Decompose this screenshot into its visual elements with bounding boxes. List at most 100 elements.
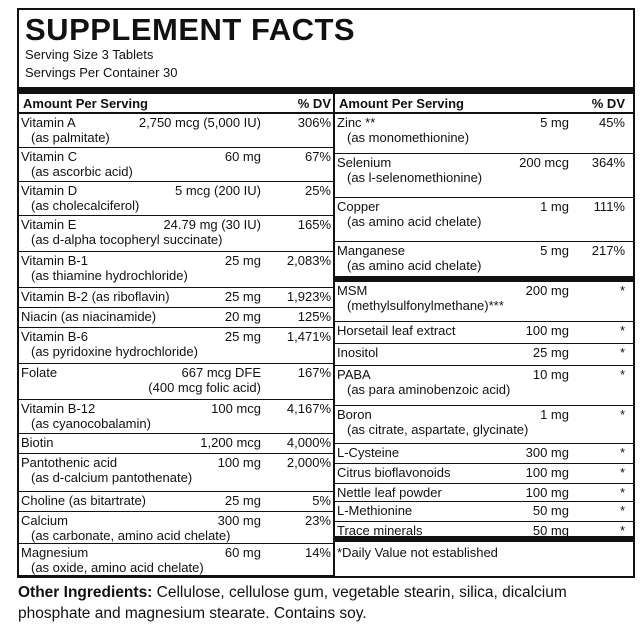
nutrient-amount: 60 mg xyxy=(224,545,261,560)
nutrient-row: Manganese (as amino acid chelate) 5 mg 217% xyxy=(335,242,633,282)
nutrient-row: Trace minerals 50 mg * xyxy=(335,522,633,542)
panel-title: SUPPLEMENT FACTS xyxy=(25,12,356,47)
nutrient-name: Calcium xyxy=(21,513,68,528)
nutrient-dv: * xyxy=(619,465,625,480)
nutrient-name: Vitamin D xyxy=(21,183,78,198)
nutrient-source: (as citrate, aspartate, glycinate) xyxy=(347,422,529,437)
nutrient-name: Vitamin E xyxy=(21,217,77,232)
nutrient-dv: 4,000% xyxy=(286,435,331,450)
serving-size: Serving Size 3 Tablets xyxy=(25,47,154,62)
nutrient-name: Folate xyxy=(21,365,58,380)
nutrient-name: Zinc ** xyxy=(337,115,376,130)
nutrient-dv: 25% xyxy=(304,183,331,198)
nutrient-amount-detail: (400 mcg folic acid) xyxy=(148,380,261,395)
nutrient-amount: 2,750 mcg (5,000 IU) xyxy=(138,115,261,130)
nutrient-dv: 1,471% xyxy=(286,329,331,344)
nutrient-amount: 1 mg xyxy=(540,407,569,422)
nutrient-name: Choline (as bitartrate) xyxy=(21,493,146,508)
header-amount: Amount Per Serving xyxy=(23,95,148,111)
nutrient-dv: 4,167% xyxy=(286,401,331,416)
nutrient-row: Vitamin B-6 (as pyridoxine hydrochloride)… xyxy=(19,328,333,364)
other-ingredients-text: Cellulose, cellulose gum, vegetable stea… xyxy=(18,584,567,622)
header-dv: % DV xyxy=(297,95,331,111)
right-column: Amount Per Serving % DV Zinc ** (as monom… xyxy=(335,94,633,576)
nutrient-dv: 67% xyxy=(304,149,331,164)
nutrient-amount: 100 mcg xyxy=(211,401,261,416)
nutrient-source: (as d-calcium pantothenate) xyxy=(31,470,193,485)
nutrient-dv: * xyxy=(619,407,625,422)
nutrient-row: Vitamin C (as ascorbic acid) 60 mg 67% xyxy=(19,148,333,182)
nutrient-dv: * xyxy=(619,485,625,500)
nutrient-row: Vitamin E (as d-alpha tocopheryl succinat… xyxy=(19,216,333,252)
nutrient-amount: 100 mg xyxy=(525,323,569,338)
nutrient-amount: 5 mcg (200 IU) xyxy=(175,183,261,198)
nutrient-amount: 25 mg xyxy=(224,493,261,508)
nutrient-amount: 5 mg xyxy=(540,243,569,258)
nutrient-row: PABA (as para aminobenzoic acid) 10 mg * xyxy=(335,366,633,406)
nutrient-source: (as d-alpha tocopheryl succinate) xyxy=(31,232,223,247)
nutrient-dv: * xyxy=(619,283,625,298)
other-ingredients: Other Ingredients: Cellulose, cellulose … xyxy=(18,582,636,624)
nutrient-source: (as l-selenomethionine) xyxy=(347,170,483,185)
header-dv: % DV xyxy=(591,95,625,111)
nutrient-dv: * xyxy=(619,323,625,338)
nutrient-row: Vitamin B-2 (as riboflavin) 25 mg 1,923% xyxy=(19,288,333,308)
nutrient-row: Vitamin B-1 (as thiamine hydrochloride) 25… xyxy=(19,252,333,288)
nutrient-amount: 200 mcg xyxy=(519,155,569,170)
nutrient-row: Niacin (as niacinamide) 20 mg 125% xyxy=(19,308,333,328)
nutrient-row: Choline (as bitartrate) 25 mg 5% xyxy=(19,492,333,512)
nutrient-source: (as amino acid chelate) xyxy=(347,258,482,273)
nutrient-source: (as cholecalciferol) xyxy=(31,198,140,213)
nutrient-amount: 1 mg xyxy=(540,199,569,214)
nutrient-row: Vitamin D (as cholecalciferol) 5 mcg (200 … xyxy=(19,182,333,216)
nutrient-name: Citrus bioflavonoids xyxy=(337,465,451,480)
nutrient-source: (as ascorbic acid) xyxy=(31,164,133,179)
nutrient-row: Inositol 25 mg * xyxy=(335,344,633,366)
servings-per-container: Servings Per Container 30 xyxy=(25,65,178,80)
nutrient-source: (as palmitate) xyxy=(31,130,110,145)
nutrient-dv: * xyxy=(619,445,625,460)
nutrient-dv: * xyxy=(619,523,625,538)
nutrient-amount: 667 mcg DFE xyxy=(181,365,261,380)
nutrient-dv: 23% xyxy=(304,513,331,528)
nutrient-source: (as para aminobenzoic acid) xyxy=(347,382,511,397)
nutrient-amount: 5 mg xyxy=(540,115,569,130)
nutrient-source: (methylsulfonylmethane)*** xyxy=(347,298,504,313)
nutrient-dv: 217% xyxy=(591,243,625,258)
nutrient-source: (as pyridoxine hydrochloride) xyxy=(31,344,198,359)
nutrient-name: Vitamin B-1 xyxy=(21,253,88,268)
left-column: Amount Per Serving % DV Vitamin A (as pal… xyxy=(19,94,335,576)
nutrient-name: Magnesium xyxy=(21,545,89,560)
nutrient-dv: 45% xyxy=(598,115,625,130)
nutrient-amount: 1,200 mcg xyxy=(200,435,261,450)
nutrient-dv: 5% xyxy=(312,493,331,508)
nutrient-name: PABA xyxy=(337,367,371,382)
nutrient-source: (as thiamine hydrochloride) xyxy=(31,268,188,283)
nutrient-row: L-Cysteine 300 mg * xyxy=(335,444,633,464)
nutrient-row: Horsetail leaf extract 100 mg * xyxy=(335,322,633,344)
other-ingredients-label: Other Ingredients: xyxy=(18,584,153,601)
nutrient-row: Pantothenic acid (as d-calcium pantothena… xyxy=(19,454,333,492)
nutrient-row: Zinc ** (as monomethionine) 5 mg 45% xyxy=(335,114,633,154)
nutrient-name: L-Methionine xyxy=(337,503,413,518)
nutrient-amount: 300 mg xyxy=(525,445,569,460)
nutrient-dv: 2,000% xyxy=(286,455,331,470)
nutrient-name: Horsetail leaf extract xyxy=(337,323,456,338)
nutrient-amount: 25 mg xyxy=(532,345,569,360)
nutrient-row: Vitamin A (as palmitate) 2,750 mcg (5,000 … xyxy=(19,114,333,148)
header-amount: Amount Per Serving xyxy=(339,95,464,111)
nutrient-row: Magnesium (as oxide, amino acid chelate) 6… xyxy=(19,544,333,576)
nutrient-dv: * xyxy=(619,503,625,518)
nutrient-name: Biotin xyxy=(21,435,54,450)
nutrient-amount: 10 mg xyxy=(532,367,569,382)
nutrient-name: Pantothenic acid xyxy=(21,455,118,470)
nutrient-name: Vitamin B-2 (as riboflavin) xyxy=(21,289,170,304)
nutrient-source: (as cyanocobalamin) xyxy=(31,416,151,431)
nutrient-name: Vitamin B-12 xyxy=(21,401,96,416)
nutrient-amount: 20 mg xyxy=(224,309,261,324)
nutrient-amount: 200 mg xyxy=(525,283,569,298)
nutrient-dv: 125% xyxy=(297,309,331,324)
nutrient-amount: 300 mg xyxy=(217,513,261,528)
nutrient-dv: 111% xyxy=(593,199,625,214)
nutrient-row: Nettle leaf powder 100 mg * xyxy=(335,484,633,502)
